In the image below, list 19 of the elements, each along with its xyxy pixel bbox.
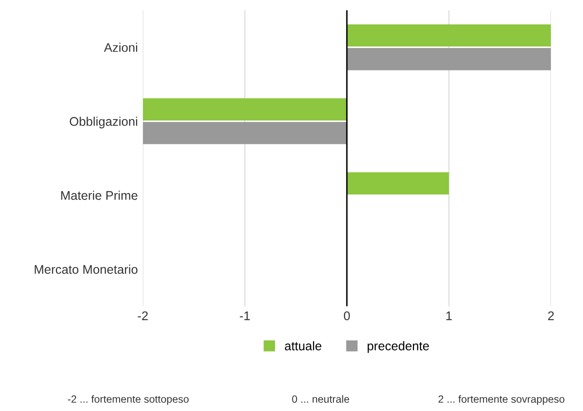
y-tick-label: Obbligazioni [70, 116, 138, 128]
x-tick-label: 0 [344, 311, 350, 320]
x-tick-label: -1 [240, 312, 250, 320]
bar [142, 122, 347, 144]
text: -2 ... fortemente sottopeso [68, 395, 189, 405]
y-tick-label: Azioni [104, 42, 138, 52]
x-tick-label: -2 [138, 311, 148, 320]
bar [346, 24, 551, 47]
x-tick-label: 1 [446, 312, 452, 320]
y-tick-label: Mercato Monetario [34, 264, 138, 274]
bar [346, 48, 551, 70]
legend-label: precedente [368, 341, 429, 353]
text: 2 ... fortemente sovrappeso [438, 395, 564, 405]
bar [346, 172, 449, 194]
x-tick-label: 2 [548, 311, 554, 320]
y-tick-label: Materie Prime [61, 190, 138, 200]
bar [142, 98, 347, 121]
text: 0 ... neutrale [292, 395, 350, 403]
legend-label: attuale [284, 341, 322, 350]
